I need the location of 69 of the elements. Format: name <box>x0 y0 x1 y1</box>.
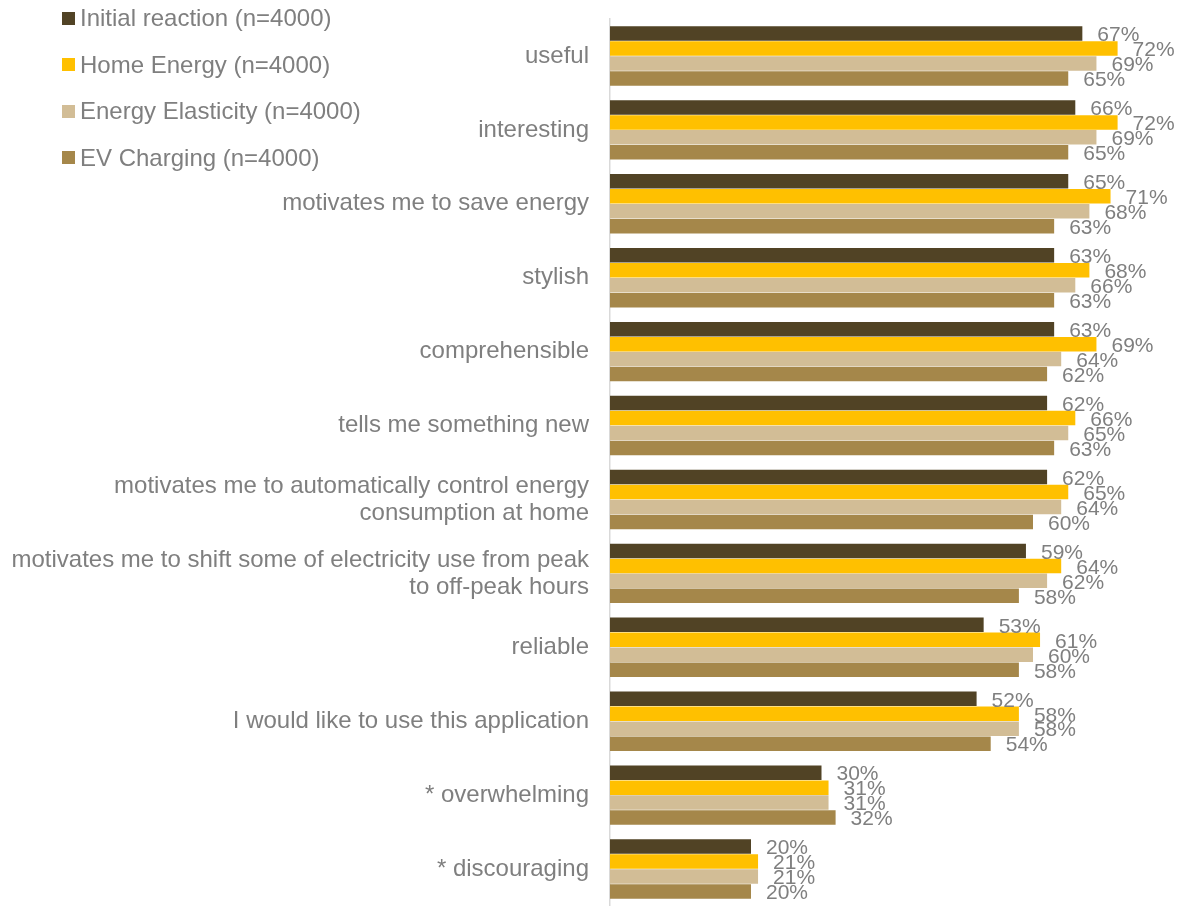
bar <box>610 130 1097 145</box>
bar <box>610 543 1026 559</box>
legend-label: Home Energy (n=4000) <box>80 50 331 79</box>
y-tick-label: comprehensible <box>419 336 589 364</box>
bar <box>610 71 1069 86</box>
bar <box>610 736 991 751</box>
bar <box>610 292 1055 308</box>
bar <box>610 617 984 633</box>
bar <box>610 174 1069 189</box>
bar <box>610 218 1055 234</box>
bar <box>610 351 1062 367</box>
bar <box>610 26 1083 41</box>
bar <box>610 854 759 869</box>
legend-label: EV Charging (n=4000) <box>80 143 320 172</box>
bar <box>610 573 1048 589</box>
bar <box>610 277 1076 293</box>
bar <box>610 647 1033 663</box>
bar <box>610 204 1090 219</box>
bar <box>610 795 829 810</box>
y-tick-label: interesting <box>478 114 589 142</box>
data-label: 53% <box>998 613 1041 637</box>
bar <box>610 100 1076 115</box>
bar <box>610 780 829 795</box>
bar <box>610 721 1019 736</box>
data-label: 66% <box>1090 96 1133 120</box>
bar <box>610 115 1118 130</box>
bar <box>610 691 977 707</box>
bar <box>610 41 1118 56</box>
bar <box>610 248 1055 263</box>
y-tick-label: stylish <box>522 262 589 290</box>
bar <box>610 588 1019 604</box>
bar <box>610 336 1097 352</box>
y-tick-label: useful <box>524 40 589 68</box>
bar <box>610 514 1033 530</box>
y-tick-label: motivates me to save energy <box>282 188 589 216</box>
bar <box>610 662 1019 677</box>
bar <box>610 632 1041 648</box>
y-tick-label: I would like to use this application <box>232 705 589 733</box>
y-tick-label: motivates me to shift some of electricity use from peak to off-peak hours <box>11 544 590 599</box>
y-tick-label: * discouraging <box>436 853 589 881</box>
data-label: 63% <box>1069 317 1112 341</box>
bar <box>610 56 1097 71</box>
bar <box>610 395 1048 411</box>
bar <box>610 425 1069 441</box>
bar <box>610 366 1048 382</box>
y-tick-label: * overwhelming <box>424 779 589 807</box>
bar <box>610 706 1019 721</box>
bar <box>610 469 1048 485</box>
bar <box>610 410 1076 426</box>
legend-label: Initial reaction (n=4000) <box>80 4 332 33</box>
bar <box>610 810 836 825</box>
bar <box>610 189 1111 204</box>
bar <box>610 558 1062 574</box>
bar <box>610 765 822 780</box>
bar <box>610 884 751 899</box>
bar <box>610 145 1069 160</box>
bar <box>610 869 759 884</box>
bar <box>610 262 1090 278</box>
y-tick-label: motivates me to automatically control energy consumption at home <box>114 470 589 525</box>
y-tick-label: tells me something new <box>338 410 590 438</box>
data-label: 52% <box>991 687 1034 711</box>
bar <box>610 499 1062 515</box>
data-label: 65% <box>1083 170 1126 194</box>
y-tick-label: reliable <box>511 631 589 659</box>
bar <box>610 321 1055 337</box>
bar <box>610 440 1055 456</box>
bar <box>610 839 751 854</box>
legend-label: Energy Elasticity (n=4000) <box>80 97 361 126</box>
bar <box>610 484 1069 500</box>
